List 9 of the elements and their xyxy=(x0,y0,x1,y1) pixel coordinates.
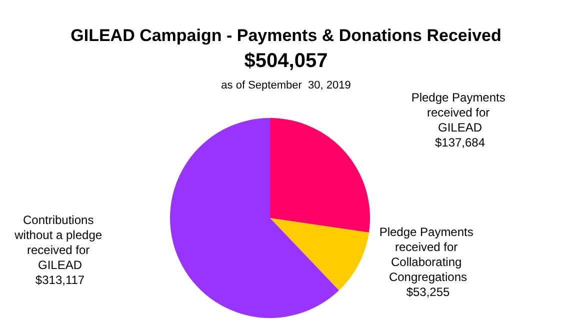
chart-subtitle: $504,057 xyxy=(244,50,328,72)
text: as of September 30, 2019 xyxy=(221,80,351,92)
slice-label: Pledge Payments received for Collaborating Congregations xyxy=(379,225,477,284)
data-label: $137,684 xyxy=(434,136,486,150)
chart-title: GILEAD Campaign - Payments & Donations Received xyxy=(70,26,502,45)
data-label: $313,117 xyxy=(35,273,85,287)
data-label: $53,255 xyxy=(406,285,450,299)
slice-label: Contributions without a pledge received for GILEAD xyxy=(14,213,106,272)
slice-label: Pledge Payments received for GILEAD xyxy=(411,90,509,134)
